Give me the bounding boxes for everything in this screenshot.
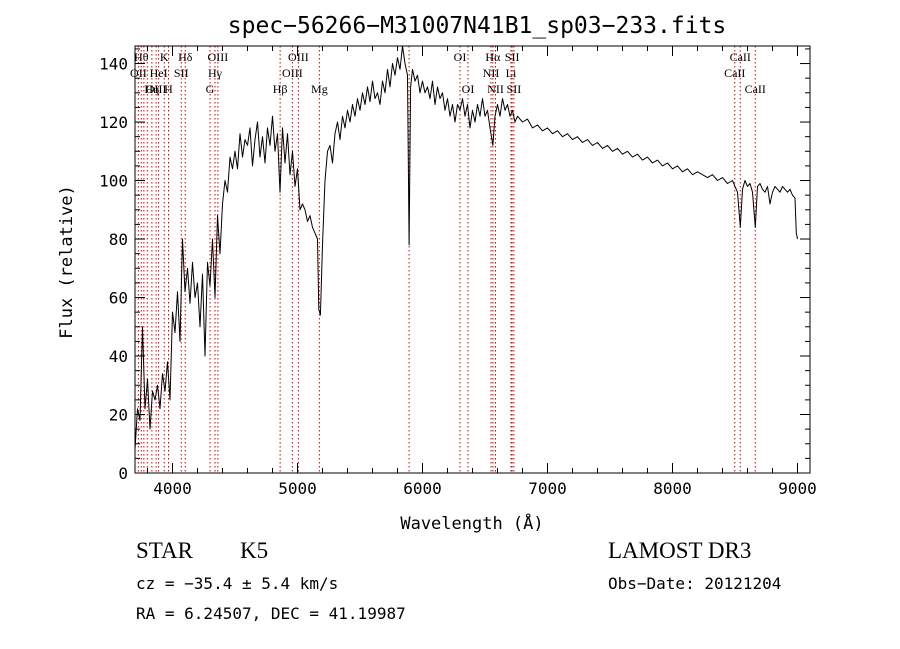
y-tick-label-4: 80: [109, 230, 128, 249]
spectral-line-label-11: G: [206, 82, 215, 96]
spectral-line-label-4: Hη: [144, 82, 159, 96]
y-tick-label-5: 100: [99, 172, 128, 191]
spectral-line-label-12: Hγ: [208, 66, 223, 80]
y-tick-label-2: 40: [109, 347, 128, 366]
redshift-readout: cz = −35.4 ± 5.4 km/s: [136, 574, 339, 593]
object-class: STAR: [136, 538, 193, 563]
spectral-line-label-7: K: [160, 50, 169, 64]
spectral-line-label-25: SII: [505, 50, 520, 64]
y-tick-label-0: 0: [118, 464, 128, 483]
spectral-line-label-24: Li: [506, 66, 517, 80]
x-tick-label-2: 6000: [403, 479, 442, 498]
spectral-line-label-17: Mg: [311, 82, 328, 96]
x-tick-label-4: 8000: [653, 479, 692, 498]
x-tick-label-0: 4000: [153, 479, 192, 498]
spectral-line-label-9: SII: [174, 66, 189, 80]
spectrum-line: [134, 45, 798, 450]
spectral-line-label-13: OIII: [208, 50, 229, 64]
spectral-line-label-22: Hα: [485, 50, 501, 64]
spectral-line-label-29: CaII: [745, 82, 766, 96]
x-tick-label-5: 9000: [778, 479, 817, 498]
spectral-line-label-15: OIII: [282, 66, 303, 80]
spectral-line-label-16: OIII: [288, 50, 309, 64]
y-tick-label-3: 60: [109, 289, 128, 308]
x-tick-label-1: 5000: [278, 479, 317, 498]
spectral-line-label-28: CaII: [730, 50, 751, 64]
coordinates-readout: RA = 6.24507, DEC = 41.19987: [136, 604, 406, 623]
spectral-line-label-14: Hβ: [273, 82, 288, 96]
spectral-line-label-20: OI: [462, 82, 475, 96]
spectral-line-label-6: HeI: [150, 66, 168, 80]
spectral-line-label-23: NII: [487, 82, 504, 96]
spectral-line-label-8: H: [164, 82, 173, 96]
spectral-line-labels: OIIHθHηOIIIHeIKHSIIHδGHγOIIIHβOIIIOIIIMg…: [130, 50, 766, 96]
object-subclass: K5: [240, 538, 269, 563]
spectrum-series: [134, 45, 798, 450]
spectral-line-label-26: SII: [507, 82, 522, 96]
spectral-line-label-10: Hδ: [178, 50, 193, 64]
spectral-line-label-5: OIII: [146, 82, 167, 96]
spectral-line-label-1: Hθ: [134, 50, 149, 64]
spectral-line-label-0: OII: [130, 66, 147, 80]
spectral-line-label-27: CaII: [724, 66, 745, 80]
chart-title: spec−56266−M31007N41B1_sp03−233.fits: [228, 13, 727, 39]
x-tick-label-3: 7000: [528, 479, 567, 498]
spectral-line-label-19: OI: [454, 50, 467, 64]
y-tick-label-1: 20: [109, 406, 128, 425]
y-tick-label-7: 140: [99, 55, 128, 74]
y-tick-label-6: 120: [99, 113, 128, 132]
x-axis-label: Wavelength (Å): [400, 512, 543, 534]
y-axis-label: Flux (relative): [57, 185, 77, 339]
spectral-line-label-21: NII: [483, 66, 500, 80]
spectral-line-markers: [137, 46, 756, 473]
survey-name: LAMOST DR3: [608, 538, 752, 563]
observation-date: Obs−Date: 20121204: [608, 574, 782, 593]
axis-ticks: 4000 5000 6000 7000 8000 9000 0 20 40 60 80 100 120 1…: [99, 46, 817, 498]
